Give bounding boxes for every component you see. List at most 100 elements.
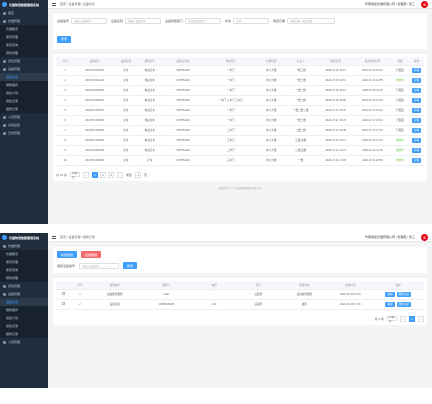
table-cell: YJ87654321: [162, 145, 204, 156]
edit-button[interactable]: 编辑: [385, 301, 395, 307]
sidebar-item[interactable]: 巡检记录: [0, 322, 48, 330]
menu-toggle-icon[interactable]: [52, 235, 56, 239]
sidebar-item[interactable]: 巡检计划: [0, 89, 48, 97]
delete-record-button[interactable]: 删除记录: [396, 301, 411, 307]
filter-input[interactable]: 开始日期 - 结束日期: [287, 18, 336, 24]
sidebar-item[interactable]: 设备列表: [0, 73, 48, 81]
row-checkbox[interactable]: [61, 302, 65, 305]
table-cell: 电动叉车: [136, 105, 163, 116]
filter-input[interactable]: 请选择所属部门: [185, 18, 222, 24]
sidebar-item[interactable]: 库存管理: [0, 258, 48, 266]
app-title: 仓储物流智能管理系统: [9, 2, 40, 7]
filter-field: 设备名称 请输入设备名称: [111, 18, 162, 24]
column-header: 操作: [372, 281, 424, 290]
row-checkbox[interactable]: [61, 292, 65, 295]
column-header: 序号: [70, 281, 90, 290]
table-cell: 办公大楼: [258, 135, 285, 146]
filter-label: 购置日期: [273, 19, 286, 23]
detail-button[interactable]: 详情: [412, 127, 422, 133]
goto-input[interactable]: 1: [135, 171, 142, 178]
page-size-select-2[interactable]: 10条/页: [387, 316, 397, 323]
table-header-2: 序号 报修编号 报修人 电话 部门 报修条件 报修时间 操作: [56, 281, 424, 290]
sidebar-item[interactable]: 人员管理: [0, 113, 48, 121]
table-cell: 电动叉车: [136, 125, 163, 136]
sidebar-item[interactable]: 报修记录: [0, 330, 48, 338]
table-row: 1 设备故障报修 zeilin -- 后勤部 设备故障报修 2023-05-30 16:10…: [56, 289, 424, 300]
sidebar-item[interactable]: 系统设置: [0, 121, 48, 129]
filter-bar: 设备编号 请输入设备编号 设备名称 请输入设备名称 设备所属部门 请选择所属部门 状态 全部购…: [57, 18, 423, 24]
sidebar-item[interactable]: 库存管理: [0, 33, 48, 41]
sidebar-item[interactable]: 首页: [0, 9, 48, 17]
edit-button[interactable]: 编辑: [385, 291, 395, 297]
sidebar-item[interactable]: 维修保养: [0, 81, 48, 89]
table-cell: 电动叉车: [136, 75, 163, 86]
table-cell: 办公大楼: [258, 95, 285, 106]
page-button[interactable]: 1: [92, 171, 99, 178]
table-cell: 2023-07-19 12:05: [354, 95, 391, 106]
sidebar-item[interactable]: 仓储管理: [0, 242, 48, 250]
table-row: 8 2023071700003 叉车 电动叉车 YJ87654321 三车门 办公大楼 三楼,…: [56, 135, 424, 146]
sidebar-item[interactable]: 预约管理: [0, 274, 48, 282]
add-repair-button[interactable]: 新增报修: [57, 251, 78, 258]
search-button-2[interactable]: 搜索: [123, 262, 138, 269]
user-info-2[interactable]: 华南地区仓储有限公司 | 管理员 / 张三: [365, 235, 415, 239]
detail-button[interactable]: 详情: [412, 117, 422, 123]
sidebar-item[interactable]: 货位管理: [0, 57, 48, 65]
sidebar-item[interactable]: 人员管理: [0, 338, 48, 346]
toolbar-card: 新增报修 批量删除 报修设备编号 请输入设备编号 搜索: [53, 247, 427, 273]
detail-button[interactable]: 详情: [412, 77, 422, 83]
sidebar-item[interactable]: 库存查询: [0, 41, 48, 49]
page-button[interactable]: 1: [409, 315, 415, 322]
detail-button[interactable]: 详情: [412, 147, 422, 153]
next-page-icon[interactable]: ›: [117, 171, 124, 178]
table-cell: 办公大楼: [258, 115, 285, 126]
search-input[interactable]: 请输入设备编号: [79, 262, 120, 269]
user-info[interactable]: 华南地区仓储有限公司 | 管理员 / 张三: [365, 2, 415, 6]
avatar-2[interactable]: S: [421, 233, 428, 241]
page-size-select[interactable]: 10条/页: [70, 172, 81, 179]
delete-record-button[interactable]: 删除记录: [396, 291, 411, 297]
sidebar-item[interactable]: 库存查询: [0, 266, 48, 274]
page-button[interactable]: 3: [108, 171, 115, 178]
filter-input[interactable]: 全部: [233, 18, 270, 24]
table-cell: 2023071400156: [74, 145, 115, 156]
next-page-icon[interactable]: ›: [418, 315, 424, 322]
avatar[interactable]: S: [421, 0, 428, 8]
sidebar-item[interactable]: 仓储概览: [0, 25, 48, 33]
table-cell: 办公大楼: [258, 145, 285, 156]
detail-button[interactable]: 详情: [412, 157, 422, 163]
sidebar-item[interactable]: 预约管理: [0, 49, 48, 57]
prev-page-icon[interactable]: ‹: [83, 171, 90, 178]
table-cell: 办公大楼: [258, 75, 285, 86]
sidebar-item[interactable]: 设备列表: [0, 298, 48, 306]
table-cell: 4: [56, 95, 75, 106]
sidebar-item[interactable]: 仓储管理: [0, 17, 48, 25]
sidebar-item[interactable]: 仓储概览: [0, 250, 48, 258]
table-cell: 2023-07-17 16:45: [317, 105, 354, 116]
table-cell: 维修中: [390, 155, 410, 166]
page-button[interactable]: 2: [100, 171, 107, 178]
detail-button[interactable]: 详情: [412, 87, 422, 93]
table-cell: 2023-07-14 11:23: [354, 135, 391, 146]
sidebar-item[interactable]: 巡检计划: [0, 314, 48, 322]
batch-delete-button[interactable]: 批量删除: [81, 251, 102, 258]
top-header-2: 首页 / 设备管理 / 报修记录 华南地区仓储有限公司 | 管理员 / 张三 S: [48, 233, 432, 242]
status-text: 维修中: [396, 79, 404, 82]
detail-button[interactable]: 详情: [412, 67, 422, 73]
menu-toggle-icon[interactable]: [52, 2, 56, 6]
sidebar-item[interactable]: 巡检记录: [0, 97, 48, 105]
detail-button[interactable]: 详情: [412, 107, 422, 113]
sidebar-item[interactable]: 设备管理: [0, 290, 48, 298]
sidebar-item[interactable]: 维修保养: [0, 306, 48, 314]
prev-page-icon[interactable]: ‹: [400, 315, 406, 322]
sidebar-item[interactable]: 设备管理: [0, 65, 48, 73]
detail-button[interactable]: 详情: [412, 137, 422, 143]
sidebar-item[interactable]: 日志管理: [0, 129, 48, 137]
table-cell: 叉车: [114, 85, 137, 96]
sidebar-item[interactable]: 货位管理: [0, 282, 48, 290]
search-button[interactable]: 搜索: [57, 35, 72, 43]
detail-button[interactable]: 详情: [412, 97, 422, 103]
sidebar-item[interactable]: 报修记录: [0, 105, 48, 113]
filter-input[interactable]: 请输入设备名称: [125, 18, 162, 24]
filter-input[interactable]: 请输入设备编号: [71, 18, 108, 24]
